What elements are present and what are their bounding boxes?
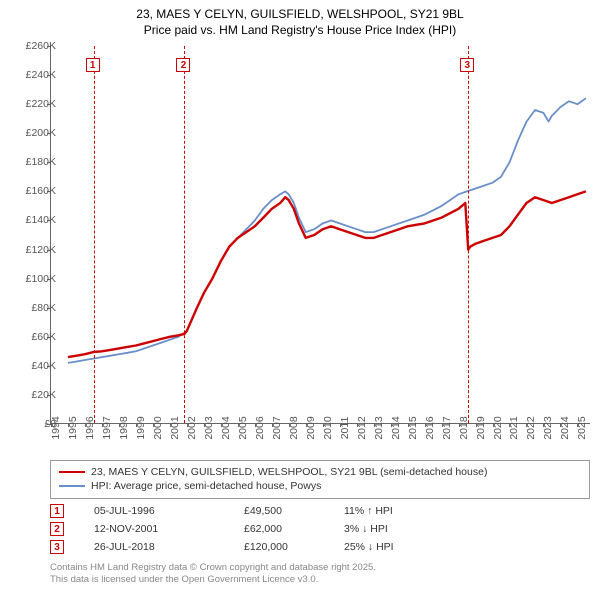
xtick-label: 2015	[407, 416, 419, 439]
event-line	[184, 46, 185, 423]
xtick-label: 2009	[305, 416, 317, 439]
xtick-label: 2003	[203, 416, 215, 439]
series-hpi	[68, 98, 586, 363]
event-line	[94, 46, 95, 423]
event-number-box: 3	[50, 540, 64, 554]
legend-label: HPI: Average price, semi-detached house,…	[91, 480, 321, 492]
xtick-label: 2023	[542, 416, 554, 439]
ytick-label: £160K	[26, 185, 56, 197]
footer-line-2: This data is licensed under the Open Gov…	[50, 574, 376, 586]
xtick-label: 2001	[169, 416, 181, 439]
event-delta: 11% ↑ HPI	[344, 505, 464, 517]
chart-container: 23, MAES Y CELYN, GUILSFIELD, WELSHPOOL,…	[0, 0, 600, 590]
series-property	[68, 191, 586, 357]
xtick-label: 2011	[339, 417, 351, 440]
xtick-label: 2008	[288, 416, 300, 439]
title-line-1: 23, MAES Y CELYN, GUILSFIELD, WELSHPOOL,…	[0, 6, 600, 22]
xtick-label: 2019	[475, 416, 487, 439]
series-svg	[51, 46, 591, 424]
legend-swatch	[59, 485, 85, 487]
footer-line-1: Contains HM Land Registry data © Crown c…	[50, 562, 376, 574]
event-date: 12-NOV-2001	[94, 523, 244, 535]
chart-area: 123 199419951996199719981999200020012002…	[50, 46, 590, 424]
event-marker: 2	[176, 58, 190, 72]
chart-title: 23, MAES Y CELYN, GUILSFIELD, WELSHPOOL,…	[0, 0, 600, 40]
xtick-label: 1996	[84, 416, 96, 439]
event-number-box: 1	[50, 504, 64, 518]
ytick-label: £40K	[31, 360, 56, 372]
ytick-label: £240K	[26, 69, 56, 81]
title-line-2: Price paid vs. HM Land Registry's House …	[0, 22, 600, 38]
footer: Contains HM Land Registry data © Crown c…	[50, 562, 376, 586]
xtick-label: 1995	[67, 416, 79, 439]
xtick-label: 2014	[390, 416, 402, 439]
xtick-label: 2010	[322, 416, 334, 439]
event-row: 3 26-JUL-2018£120,00025% ↓ HPI	[50, 538, 464, 556]
xtick-label: 2024	[559, 416, 571, 439]
ytick-label: £120K	[26, 244, 56, 256]
ytick-label: £260K	[26, 40, 56, 52]
xtick-label: 2005	[237, 416, 249, 439]
event-delta: 3% ↓ HPI	[344, 523, 464, 535]
ytick-label: £80K	[31, 302, 56, 314]
xtick-label: 2000	[152, 416, 164, 439]
ytick-label: £0	[44, 418, 56, 430]
events-table: 1 05-JUL-1996£49,50011% ↑ HPI 2 12-NOV-2001…	[50, 502, 464, 556]
xtick-label: 1999	[135, 416, 147, 439]
event-number-box: 2	[50, 522, 64, 536]
event-date: 26-JUL-2018	[94, 541, 244, 553]
ytick-label: £200K	[26, 127, 56, 139]
xtick-label: 2018	[458, 416, 470, 439]
event-marker: 1	[86, 58, 100, 72]
xtick-label: 2021	[508, 416, 520, 439]
xtick-label: 2022	[525, 416, 537, 439]
legend-swatch	[59, 471, 85, 473]
event-price: £120,000	[244, 541, 344, 553]
xtick-label: 2013	[373, 416, 385, 439]
xtick-label: 2020	[492, 416, 504, 439]
xtick-label: 2004	[220, 416, 232, 439]
xtick-label: 2012	[356, 416, 368, 439]
xtick-label: 2006	[254, 416, 266, 439]
xtick-label: 2017	[441, 416, 453, 439]
event-marker: 3	[460, 58, 474, 72]
event-price: £62,000	[244, 523, 344, 535]
xtick-label: 2007	[271, 416, 283, 439]
legend-label: 23, MAES Y CELYN, GUILSFIELD, WELSHPOOL,…	[91, 466, 487, 478]
event-line	[468, 46, 469, 423]
legend: 23, MAES Y CELYN, GUILSFIELD, WELSHPOOL,…	[50, 460, 590, 499]
event-date: 05-JUL-1996	[94, 505, 244, 517]
event-row: 2 12-NOV-2001£62,0003% ↓ HPI	[50, 520, 464, 538]
event-price: £49,500	[244, 505, 344, 517]
event-row: 1 05-JUL-1996£49,50011% ↑ HPI	[50, 502, 464, 520]
legend-row: 23, MAES Y CELYN, GUILSFIELD, WELSHPOOL,…	[59, 465, 581, 479]
xtick-label: 2016	[424, 416, 436, 439]
xtick-label: 1997	[101, 416, 113, 439]
ytick-label: £180K	[26, 156, 56, 168]
ytick-label: £140K	[26, 214, 56, 226]
ytick-label: £100K	[26, 273, 56, 285]
ytick-label: £20K	[31, 389, 56, 401]
xtick-label: 1998	[118, 416, 130, 439]
xtick-label: 2002	[186, 416, 198, 439]
legend-row: HPI: Average price, semi-detached house,…	[59, 479, 581, 493]
ytick-label: £220K	[26, 98, 56, 110]
event-delta: 25% ↓ HPI	[344, 541, 464, 553]
ytick-label: £60K	[31, 331, 56, 343]
xtick-label: 2025	[576, 416, 588, 439]
plot-area: 1 2 3	[50, 46, 590, 424]
